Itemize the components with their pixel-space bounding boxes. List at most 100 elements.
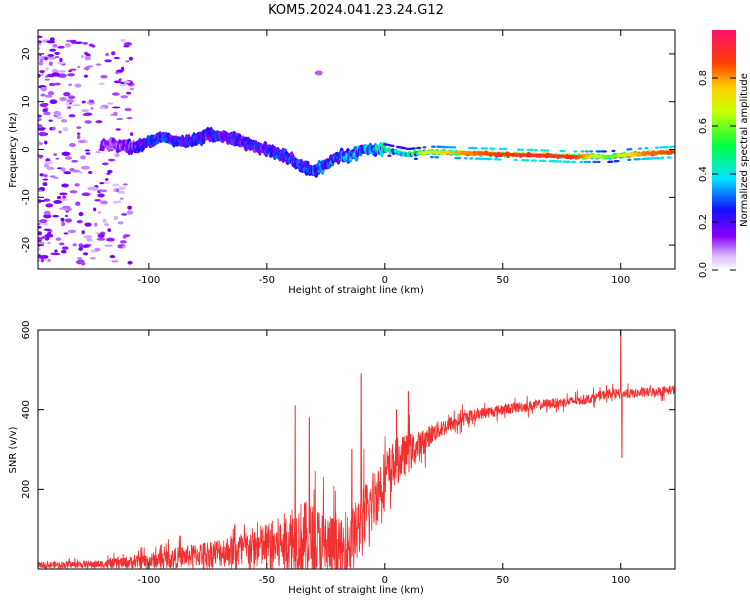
noise-blob: [106, 172, 111, 175]
noise-blob: [64, 43, 72, 48]
noise-blob: [76, 132, 81, 136]
y-tick-label: 600: [21, 320, 32, 339]
noise-blob: [112, 200, 119, 204]
spectrum-cell: [463, 157, 468, 160]
spectrum-cell: [468, 146, 473, 150]
noise-blob: [60, 118, 68, 123]
spectrum-cell: [482, 157, 487, 161]
noise-blob: [38, 225, 42, 229]
spectrum-cell: [664, 145, 669, 149]
noise-blob: [44, 75, 49, 78]
noise-blob: [72, 104, 81, 107]
x-tick-label: -50: [259, 275, 275, 286]
noise-blob: [43, 214, 52, 219]
noise-blob: [112, 183, 120, 187]
noise-blob: [57, 70, 67, 73]
noise-blob: [102, 218, 107, 224]
noise-blob: [98, 233, 102, 237]
noise-blob: [95, 232, 100, 235]
noise-blob: [80, 55, 85, 58]
noise-blob: [38, 131, 46, 137]
spectrum-cell: [432, 145, 437, 148]
noise-blob: [68, 114, 76, 118]
spectrum-cell: [480, 147, 485, 150]
noise-blob: [38, 189, 43, 193]
noise-blob: [58, 73, 67, 78]
spectrum-cell: [566, 160, 571, 163]
noise-blob: [48, 231, 52, 235]
noise-blob: [53, 176, 59, 180]
noise-blob: [38, 73, 41, 78]
noise-blob: [110, 51, 116, 56]
noise-blob: [71, 159, 79, 163]
noise-blob: [43, 163, 50, 168]
noise-blob: [314, 70, 323, 76]
colorbar: 0.0 0.2 0.4 0.6 0.8 Normalized spectral ampl…: [698, 30, 750, 278]
noise-blob: [130, 87, 135, 91]
noise-blob: [130, 132, 134, 136]
noise-blob: [59, 57, 63, 62]
noise-blob: [63, 91, 71, 97]
noise-blob: [40, 258, 44, 263]
spectrum-cell: [652, 157, 657, 160]
noise-blob: [103, 181, 110, 184]
noise-blob: [127, 260, 133, 265]
colorbar-tick-label: 0.6: [698, 118, 709, 134]
noise-blob: [42, 182, 48, 187]
noise-blob: [45, 203, 54, 208]
noise-blob: [70, 39, 77, 44]
noise-blob: [38, 199, 46, 203]
noise-blob: [76, 257, 83, 260]
noise-blob: [76, 126, 82, 129]
noise-blob: [38, 35, 43, 39]
noise-blob: [105, 52, 109, 57]
x-tick-label: 50: [496, 575, 509, 586]
noise-blob: [52, 126, 56, 131]
spectrum-cell: [545, 149, 550, 152]
colorbar-tick-label: 0.2: [698, 214, 709, 230]
noise-blob: [38, 258, 41, 262]
spectrum-cell: [671, 145, 675, 148]
noise-blob: [47, 258, 51, 262]
noise-blob: [122, 245, 127, 249]
noise-blob: [84, 120, 92, 124]
spectrum-cell: [390, 144, 395, 148]
noise-blob: [114, 153, 120, 158]
noise-blob: [38, 241, 45, 245]
spectrum-cell: [579, 160, 584, 164]
noise-blob: [120, 38, 126, 42]
noise-blob: [61, 151, 71, 157]
noise-blob: [64, 214, 68, 217]
spectrum-cell: [457, 156, 462, 160]
spectrum-cell: [572, 160, 577, 164]
spectrum-cell: [445, 145, 450, 149]
spectrum-cell: [253, 140, 258, 145]
noise-blob: [121, 213, 128, 216]
noise-blob: [54, 112, 62, 117]
spectrum-cell: [660, 156, 665, 160]
noise-blob: [119, 240, 127, 244]
noise-blob: [47, 54, 55, 57]
noise-blob: [64, 156, 73, 160]
spectrum-cell: [670, 150, 675, 154]
noise-blob: [94, 247, 101, 252]
noise-blob: [38, 247, 41, 251]
snr-plot-area: [38, 330, 675, 569]
noise-blob: [80, 155, 86, 160]
noise-blob: [54, 249, 58, 253]
spectrum-cell: [448, 146, 453, 149]
spectrum-cell: [413, 157, 418, 160]
noise-blob: [44, 160, 54, 165]
spectrum-cell: [561, 149, 566, 153]
noise-blob: [89, 256, 96, 260]
x-tick-label: 100: [611, 575, 630, 586]
noise-blob: [56, 195, 62, 200]
spectrogram-x-label: Height of straight line (km): [288, 285, 424, 296]
noise-blob: [61, 246, 69, 250]
noise-blob: [127, 205, 133, 210]
noise-blob: [79, 171, 83, 174]
noise-blob: [55, 157, 60, 160]
noise-blob: [119, 83, 127, 87]
noise-blob: [122, 183, 128, 186]
